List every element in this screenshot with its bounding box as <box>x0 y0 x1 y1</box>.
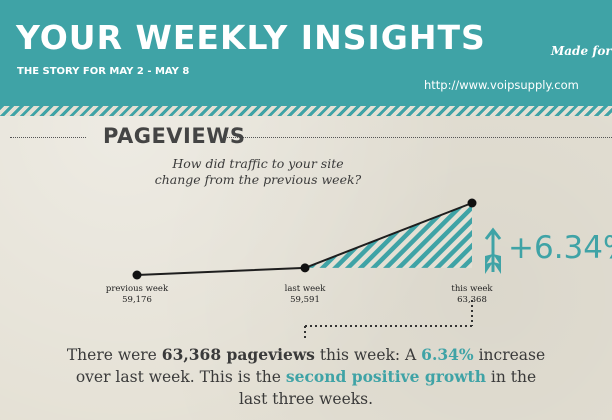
section-divider-left <box>10 137 86 138</box>
summary-pageviews: 63,368 pageviews <box>161 345 315 364</box>
section-divider-right <box>220 137 612 138</box>
change-percent-label: +6.34% <box>508 230 612 266</box>
summary-percent: 6.34% <box>421 345 474 364</box>
up-arrow-icon <box>484 227 502 274</box>
callout-connector <box>304 300 473 340</box>
value-label: 63,368 <box>457 295 487 305</box>
value-label: 59,591 <box>290 295 320 305</box>
header-banner: YOUR WEEKLY INSIGHTS THE STORY FOR MAY 2… <box>0 0 612 106</box>
summary-text: this week: A <box>314 346 422 364</box>
summary-growth: second positive growth <box>285 367 486 386</box>
data-point-2 <box>300 263 310 273</box>
category-label: previous week <box>106 284 169 294</box>
summary-text: increase over last week. This is the <box>75 346 546 386</box>
page-subtitle: THE STORY FOR MAY 2 - MAY 8 <box>17 66 190 77</box>
summary-text: in the last three weeks. <box>238 368 537 408</box>
category-label: this week <box>451 284 493 294</box>
made-for-label: Made for: <box>551 44 612 58</box>
page-title: YOUR WEEKLY INSIGHTS <box>16 18 486 57</box>
section-title: PAGEVIEWS <box>103 124 246 148</box>
section-question: How did traffic to your site change from… <box>154 156 362 187</box>
summary-text: There were <box>66 346 162 364</box>
category-label: last week <box>285 284 327 294</box>
value-label: 59,176 <box>122 295 152 305</box>
data-point-1 <box>132 270 142 280</box>
growth-area-fill <box>305 203 472 268</box>
header-stripe-border <box>0 106 612 116</box>
chart-plot-area <box>132 198 477 280</box>
site-url-link[interactable]: http://www.voipsupply.com <box>424 78 579 92</box>
pageviews-summary: There were 63,368 pageviews this week: A… <box>60 344 552 410</box>
data-point-3 <box>467 198 477 208</box>
change-indicator: +6.34% <box>484 227 612 274</box>
